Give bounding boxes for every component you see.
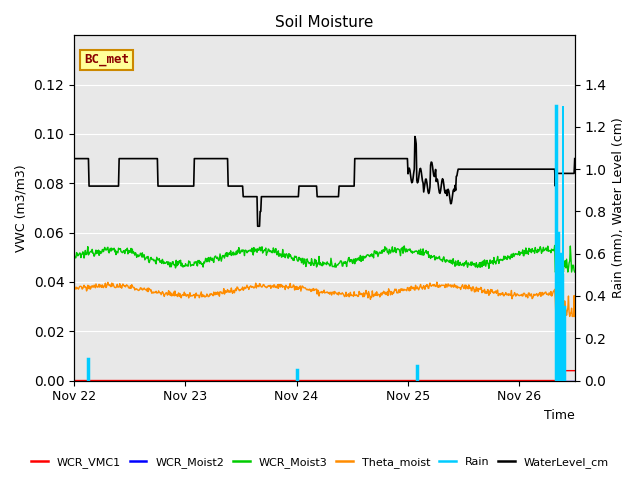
Y-axis label: VWC (m3/m3): VWC (m3/m3) xyxy=(15,164,28,252)
Legend: WCR_VMC1, WCR_Moist2, WCR_Moist3, Theta_moist, Rain, WaterLevel_cm: WCR_VMC1, WCR_Moist2, WCR_Moist3, Theta_… xyxy=(27,452,613,472)
Bar xyxy=(562,106,564,381)
Title: Soil Moisture: Soil Moisture xyxy=(275,15,374,30)
Text: BC_met: BC_met xyxy=(84,53,129,66)
Y-axis label: Rain (mm), Water Level (cm): Rain (mm), Water Level (cm) xyxy=(612,118,625,298)
X-axis label: Time: Time xyxy=(544,409,575,422)
